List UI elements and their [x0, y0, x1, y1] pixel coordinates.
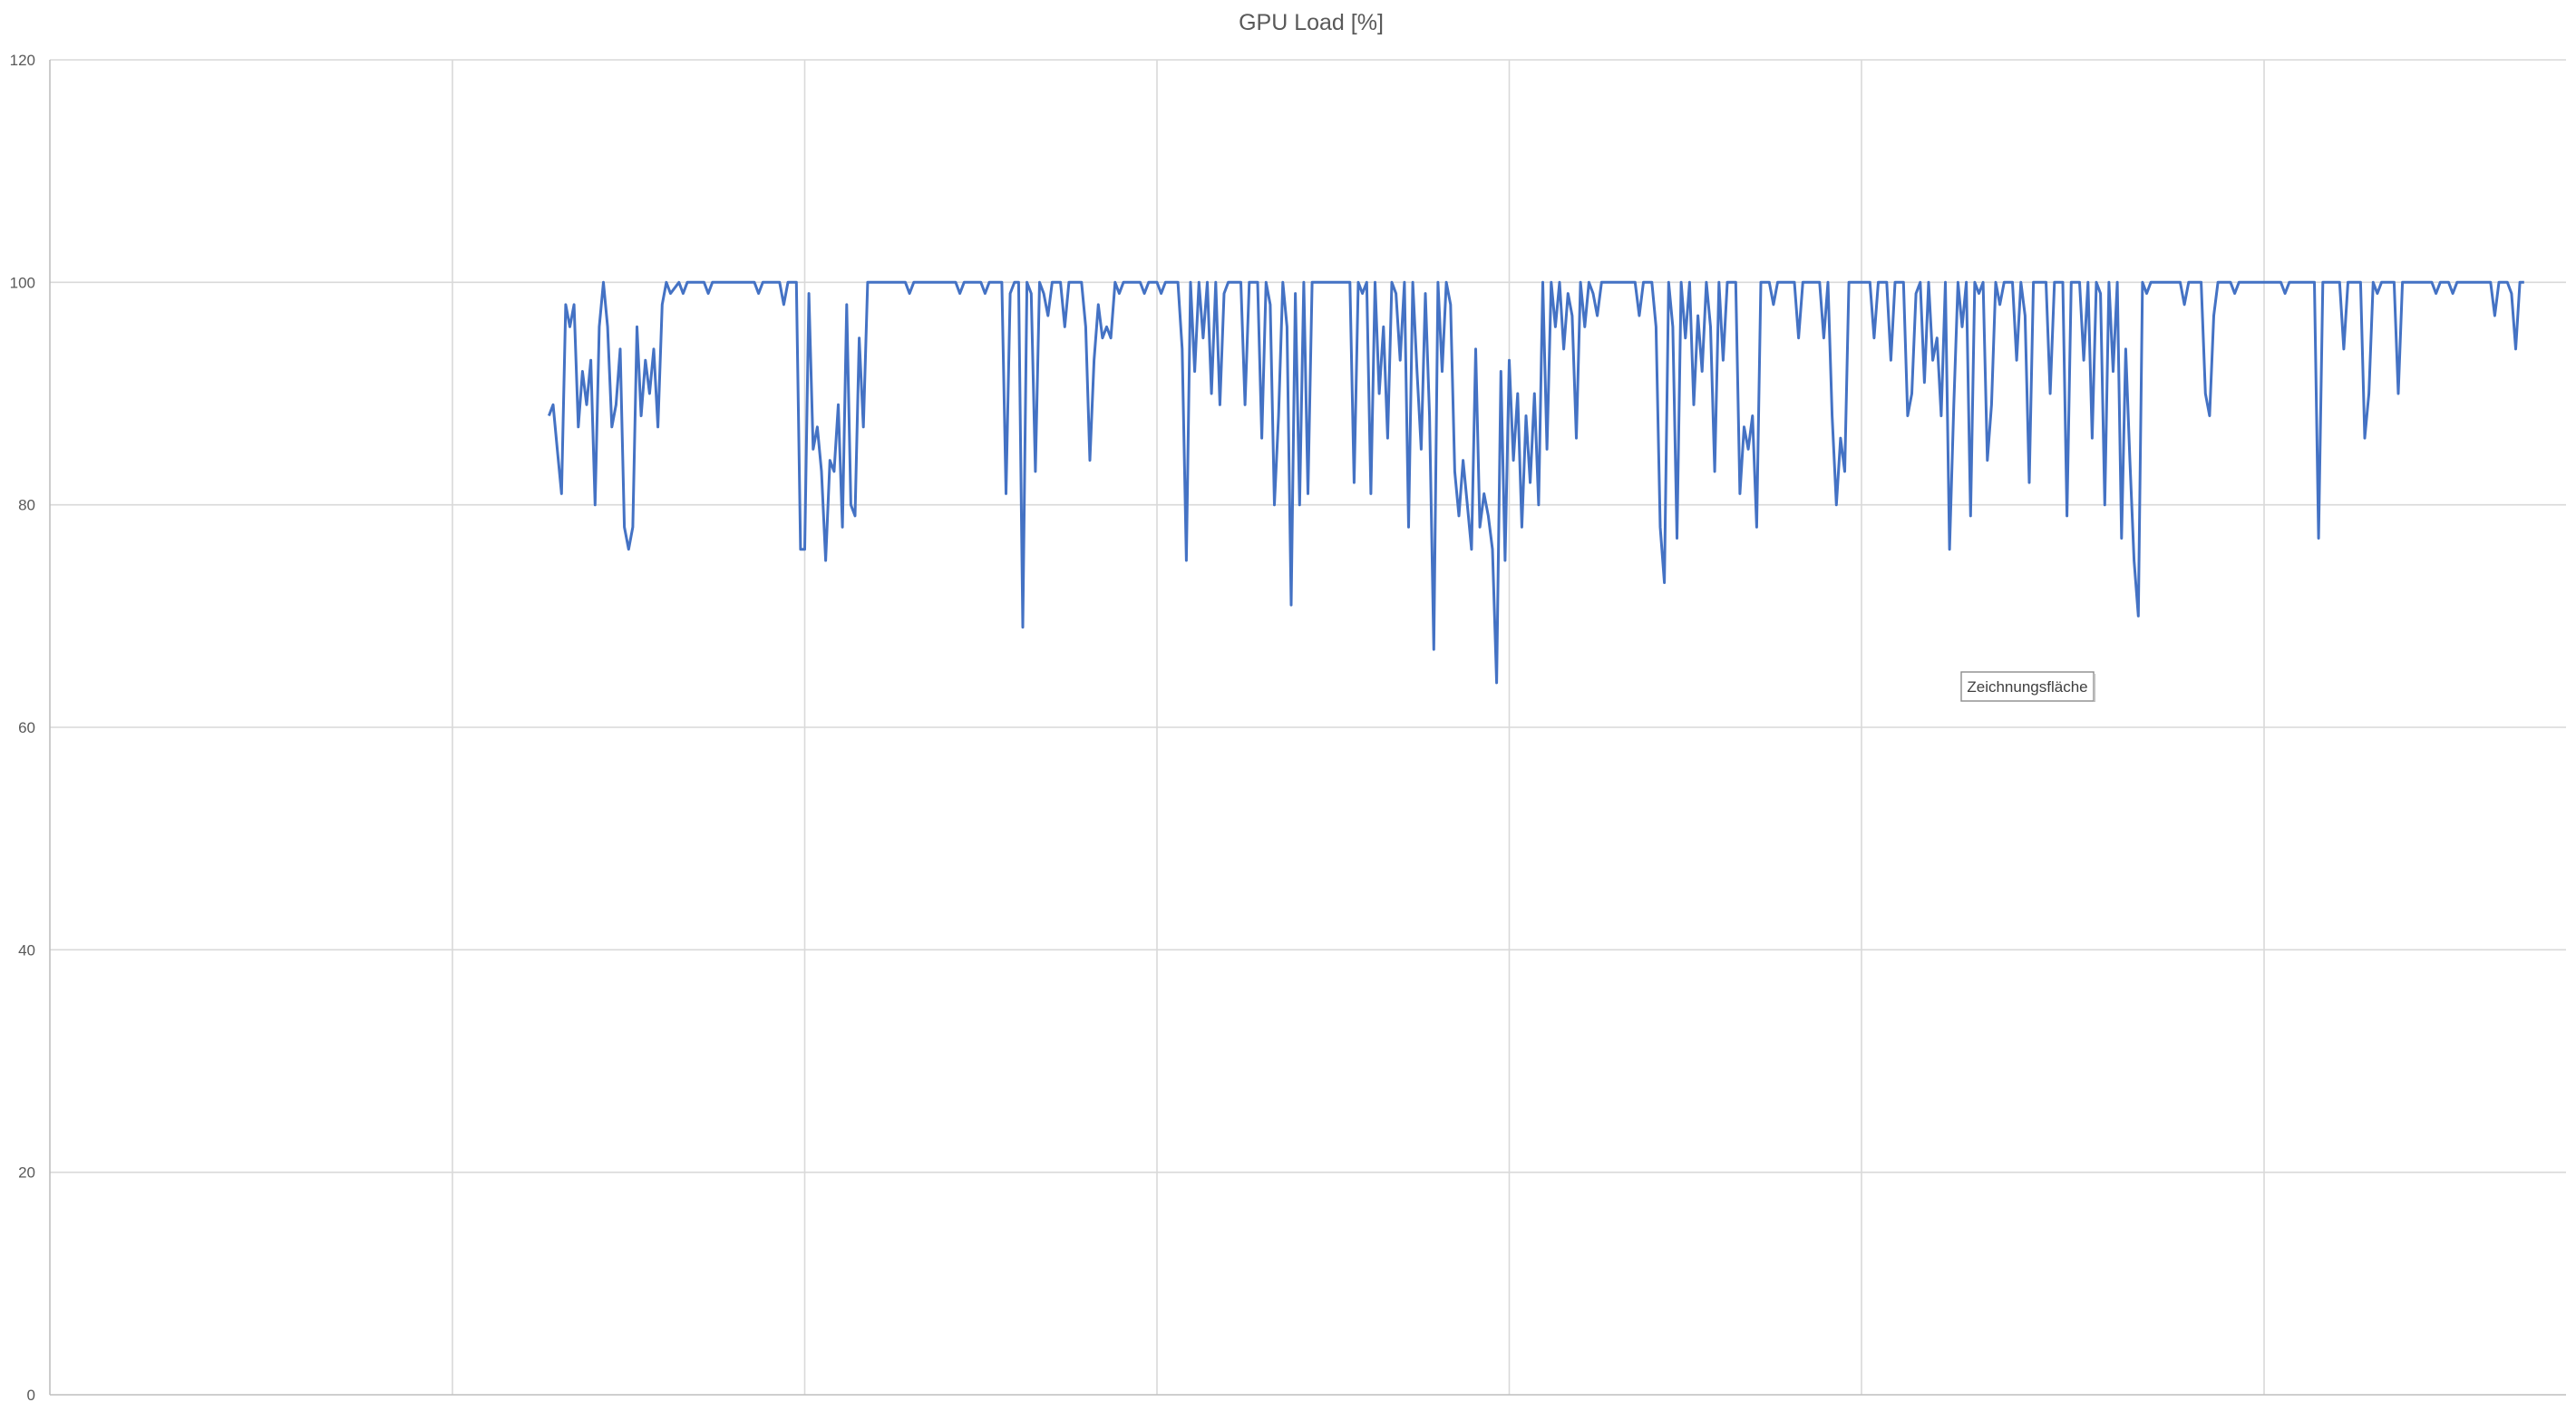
tooltip-label: Zeichnungsfläche	[1967, 678, 2087, 696]
tick-labels: 0204060801001201.10.2022 14:5221.10.2022…	[0, 52, 2324, 1412]
chart-title: GPU Load [%]	[1239, 10, 1384, 35]
chart-area-tooltip: Zeichnungsfläche	[1960, 671, 2095, 702]
grid-lines	[50, 59, 2566, 1395]
tooltip-box	[1960, 671, 2095, 702]
y-tick-label-80: 80	[18, 497, 35, 514]
series-line-0	[547, 280, 2524, 685]
y-tick-label-40: 40	[18, 941, 35, 959]
y-tick-label-100: 100	[10, 274, 35, 291]
axes	[49, 60, 2566, 1396]
y-tick-label-20: 20	[18, 1164, 35, 1182]
y-tick-label-0: 0	[27, 1387, 35, 1404]
y-tick-label-60: 60	[18, 719, 35, 736]
series-layer	[547, 280, 2524, 685]
y-tick-label-120: 120	[10, 52, 35, 69]
